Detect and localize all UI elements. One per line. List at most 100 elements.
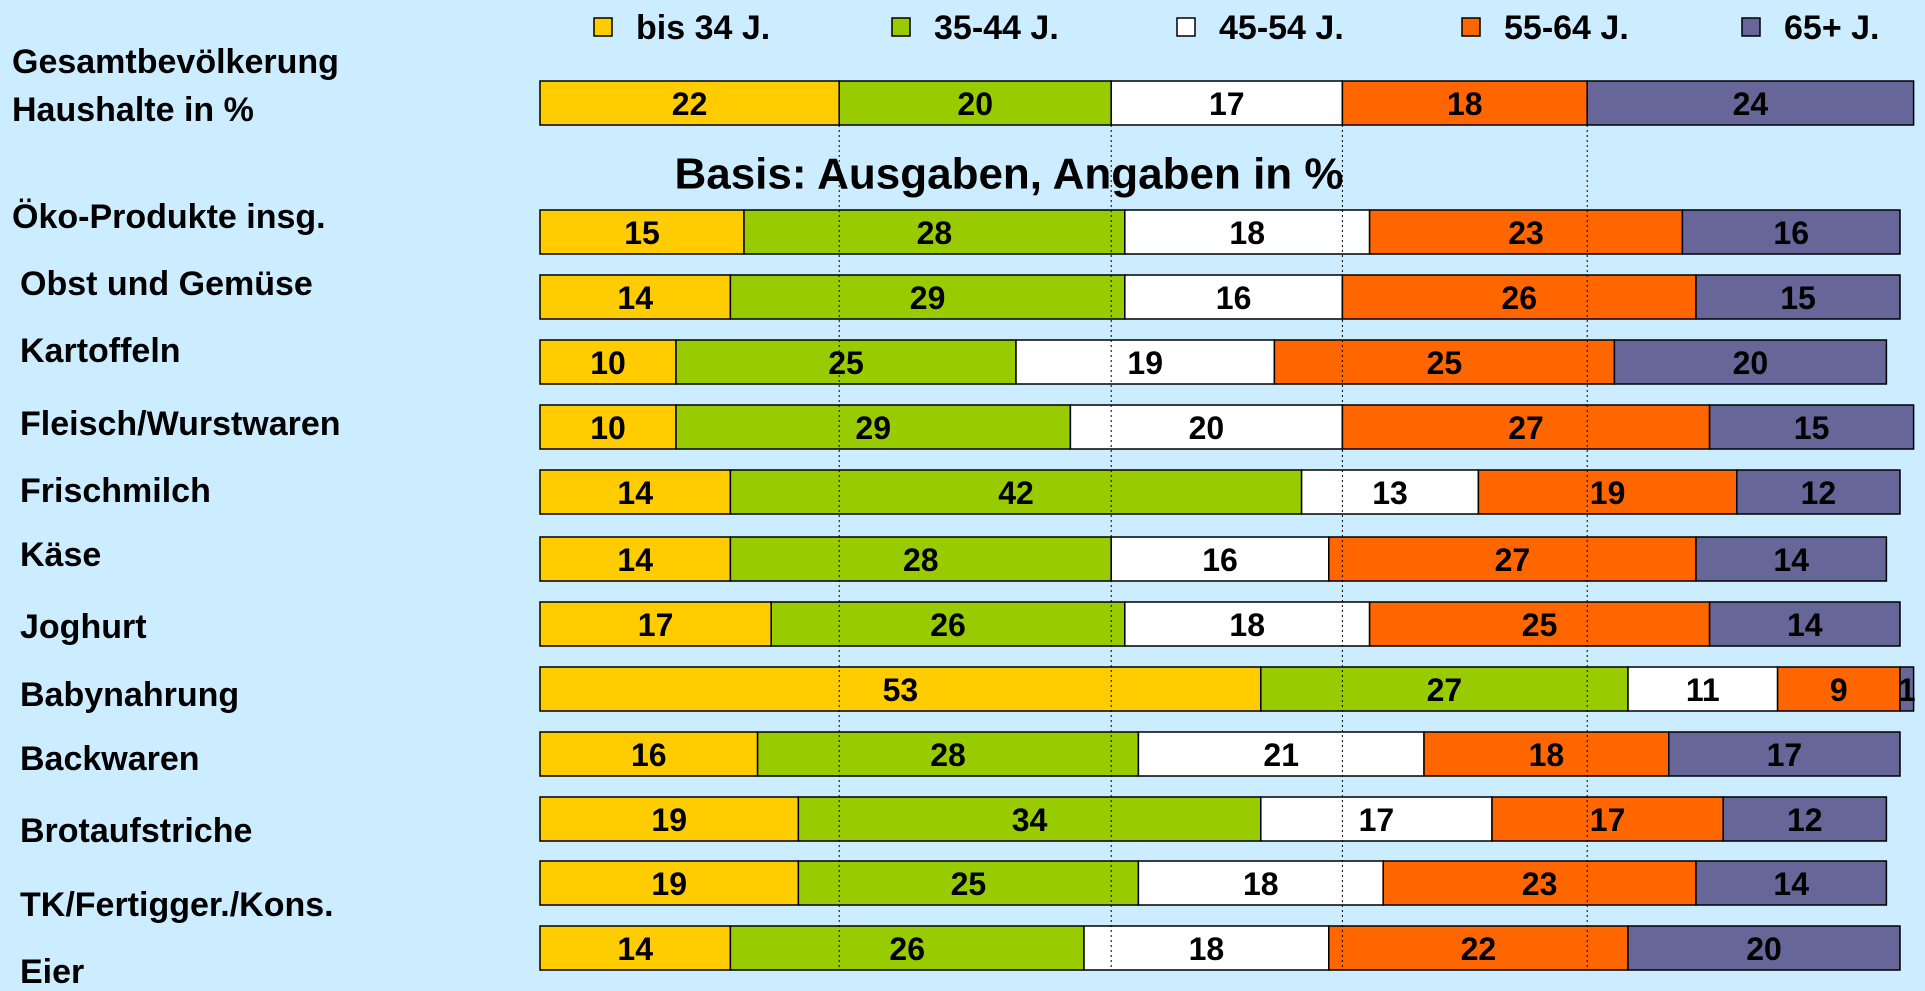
bar-segment [1083, 925, 1330, 971]
data-label: 11 [1686, 672, 1720, 708]
data-label: 21 [1263, 737, 1299, 773]
legend-label: 55-64 J. [1504, 9, 1629, 47]
data-label: 20 [1733, 345, 1769, 381]
bar-segment [539, 731, 759, 777]
data-label: 20 [1746, 931, 1782, 967]
data-label: 18 [1189, 931, 1225, 967]
category-label: Fleisch/Wurstwaren [20, 405, 341, 443]
data-label: 22 [672, 86, 708, 122]
bar-segment [539, 796, 800, 842]
category-label: Käse [20, 536, 102, 574]
category-label: Öko-Produkte insg. [12, 198, 326, 236]
bar-segment [539, 536, 732, 582]
bar-segment [539, 80, 840, 126]
data-label: 14 [617, 542, 653, 578]
data-label: 14 [1773, 542, 1809, 578]
bar-segment [1586, 80, 1915, 126]
legend-swatch [1741, 17, 1761, 37]
legend-label: 35-44 J. [934, 9, 1059, 47]
data-label: 14 [1773, 866, 1809, 902]
bar-segment [743, 209, 1126, 255]
data-label: 17 [1767, 737, 1803, 773]
bar-segment [1328, 536, 1697, 582]
data-label: 26 [1501, 280, 1537, 316]
data-label: 10 [590, 345, 626, 381]
data-label: 16 [1216, 280, 1252, 316]
data-label: 15 [624, 215, 660, 251]
bar-segment [729, 925, 1085, 971]
data-label: 34 [1012, 802, 1048, 838]
bar-segment [539, 601, 772, 647]
category-label: Frischmilch [20, 472, 211, 510]
bar-segment [729, 274, 1126, 320]
bar-segment [539, 860, 800, 906]
bar-segment [1613, 339, 1888, 385]
bar-segment [1368, 601, 1711, 647]
data-label: 24 [1733, 86, 1769, 122]
data-label: 15 [1780, 280, 1816, 316]
bar-segment [1260, 666, 1629, 712]
data-label: 20 [1189, 410, 1225, 446]
legend-swatch [593, 17, 613, 37]
bar-segment [1124, 601, 1371, 647]
bar-segment [539, 925, 732, 971]
data-label: 18 [1229, 215, 1265, 251]
data-label: 27 [1495, 542, 1531, 578]
bar-segment [1477, 469, 1738, 515]
data-label: 20 [957, 86, 993, 122]
data-label: 23 [1508, 215, 1544, 251]
legend-label: 45-54 J. [1219, 9, 1344, 47]
data-label: 18 [1529, 737, 1565, 773]
bar-segment [838, 80, 1112, 126]
data-label: 29 [855, 410, 891, 446]
bar-segment [675, 404, 1072, 450]
bar-segment [729, 469, 1303, 515]
bar-segment [1695, 860, 1888, 906]
category-label: Kartoffeln [20, 332, 181, 370]
data-label: 25 [1427, 345, 1463, 381]
bar-segment [1668, 731, 1901, 777]
data-label: 23 [1522, 866, 1558, 902]
bar-segment [1708, 601, 1901, 647]
data-label: 19 [1590, 475, 1626, 511]
legend-label: bis 34 J. [636, 9, 770, 47]
data-label: 1 [1898, 672, 1916, 708]
bar-segment [1708, 404, 1915, 450]
data-label: 12 [1801, 475, 1837, 511]
bar-segment [1722, 796, 1888, 842]
data-label: 14 [617, 931, 653, 967]
bar-segment [539, 209, 745, 255]
bar-segment [756, 731, 1140, 777]
bar-segment [1137, 731, 1425, 777]
bar-segment [1899, 666, 1915, 712]
category-label: Obst und Gemüse [20, 265, 313, 303]
category-label: Joghurt [20, 608, 147, 646]
bar-segment [770, 601, 1126, 647]
bar-segment [1627, 925, 1901, 971]
data-label: 19 [651, 866, 687, 902]
data-label: 17 [1359, 802, 1395, 838]
bar-segment [1627, 666, 1779, 712]
data-label: 25 [828, 345, 864, 381]
data-label: 25 [1522, 607, 1558, 643]
bar-segment [1423, 731, 1670, 777]
data-label: 16 [1773, 215, 1809, 251]
category-label: Eier [20, 953, 85, 991]
bar-segment [1137, 860, 1384, 906]
data-label: 42 [998, 475, 1034, 511]
bar-segment [1300, 469, 1480, 515]
data-label: 28 [903, 542, 939, 578]
bar-segment [1273, 339, 1616, 385]
category-label: Backwaren [20, 740, 200, 778]
data-label: 17 [1590, 802, 1626, 838]
bar-segment [1681, 209, 1901, 255]
category-label: Brotaufstriche [20, 812, 253, 850]
bar-segment [1736, 469, 1901, 515]
bar-segment [675, 339, 1017, 385]
data-label: 22 [1461, 931, 1497, 967]
bar-segment [1069, 404, 1344, 450]
data-label: 29 [910, 280, 946, 316]
data-label: 16 [631, 737, 667, 773]
bar-segment [1368, 209, 1684, 255]
